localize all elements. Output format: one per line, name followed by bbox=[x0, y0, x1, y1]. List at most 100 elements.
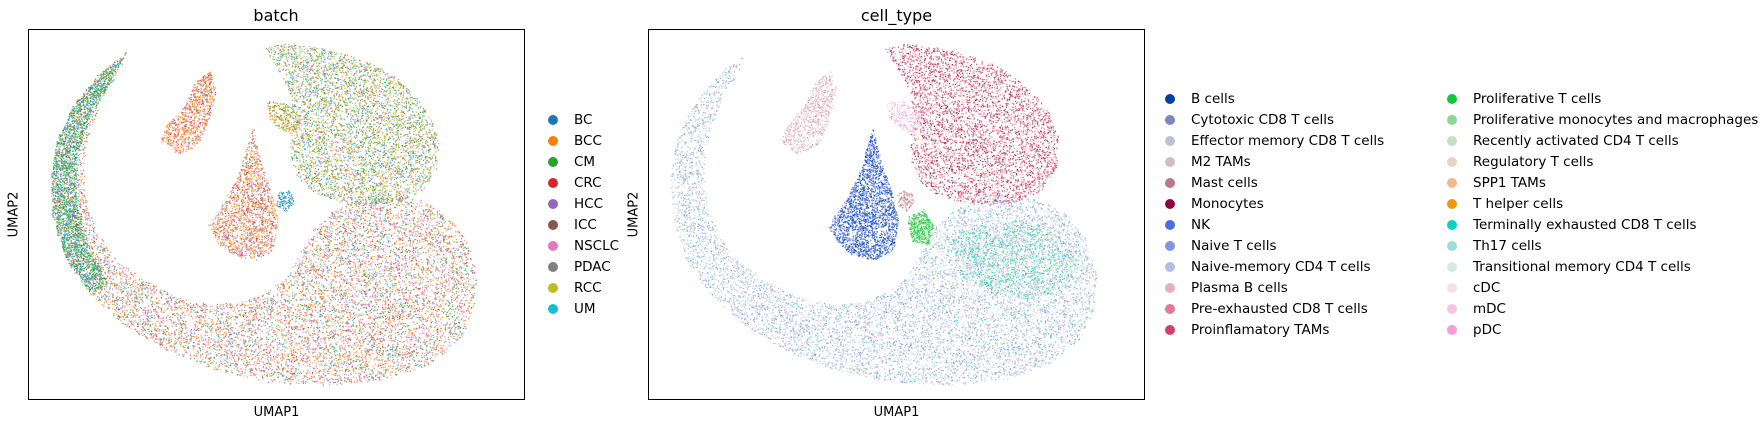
x-axis-label: UMAP1 bbox=[648, 405, 1145, 420]
legend-item-recently-activated-cd4-t-cells: Recently activated CD4 T cells bbox=[1447, 132, 1679, 150]
scatter-series-naive-memory-cd4-t-cells bbox=[671, 58, 1097, 386]
legend-marker bbox=[548, 262, 558, 272]
legend-item-cytotoxic-cd8-t-cells: Cytotoxic CD8 T cells bbox=[1165, 111, 1334, 129]
plot-area bbox=[648, 29, 1145, 400]
legend-marker bbox=[1447, 283, 1457, 293]
legend-label: ICC bbox=[574, 217, 597, 233]
legend-label: PDAC bbox=[574, 259, 611, 275]
legend-item-pdac: PDAC bbox=[548, 258, 611, 276]
legend-label: Transitional memory CD4 T cells bbox=[1473, 259, 1691, 275]
legend-item-nsclc: NSCLC bbox=[548, 237, 619, 255]
legend-item-b-cells: B cells bbox=[1165, 90, 1235, 108]
legend-marker bbox=[1447, 136, 1457, 146]
legend-marker bbox=[1165, 241, 1175, 251]
legend-label: SPP1 TAMs bbox=[1473, 175, 1546, 191]
legend-label: BC bbox=[574, 112, 592, 128]
legend-label: pDC bbox=[1473, 322, 1501, 338]
legend-item-rcc: RCC bbox=[548, 279, 602, 297]
legend-label: Mast cells bbox=[1191, 175, 1258, 191]
scatter-series-mdc bbox=[886, 101, 922, 135]
legend-item-mast-cells: Mast cells bbox=[1165, 174, 1258, 192]
scatter-series-pdc bbox=[888, 101, 919, 133]
plot-area bbox=[28, 29, 525, 400]
scatter-series-nsclc bbox=[52, 45, 478, 386]
legend-label: NSCLC bbox=[574, 238, 619, 254]
legend-item-transitional-memory-cd4-t-cells: Transitional memory CD4 T cells bbox=[1447, 258, 1691, 276]
scatter-series-rcc bbox=[52, 45, 439, 294]
legend-label: Proinflamatory TAMs bbox=[1191, 322, 1329, 338]
legend-marker bbox=[548, 241, 558, 251]
legend-marker bbox=[1165, 94, 1175, 104]
legend-label: RCC bbox=[574, 280, 602, 296]
legend-label: NK bbox=[1191, 217, 1210, 233]
legend-item-naive-memory-cd4-t-cells: Naive-memory CD4 T cells bbox=[1165, 258, 1371, 276]
legend-label: mDC bbox=[1473, 301, 1506, 317]
legend-label: Naive-memory CD4 T cells bbox=[1191, 259, 1371, 275]
legend-marker bbox=[1447, 178, 1457, 188]
legend-marker bbox=[1165, 115, 1175, 125]
legend-marker bbox=[1165, 220, 1175, 230]
legend-item-nk: NK bbox=[1165, 216, 1210, 234]
legend-item-th17-cells: Th17 cells bbox=[1447, 237, 1542, 255]
legend-marker bbox=[548, 157, 558, 167]
legend-marker bbox=[1165, 136, 1175, 146]
scatter-series-th17-cells bbox=[671, 72, 1094, 384]
legend-label: CRC bbox=[574, 175, 602, 191]
legend-label: T helper cells bbox=[1473, 196, 1563, 212]
legend-marker bbox=[1165, 325, 1175, 335]
legend-label: BCC bbox=[574, 133, 602, 149]
legend-item-monocytes: Monocytes bbox=[1165, 195, 1264, 213]
legend-label: Cytotoxic CD8 T cells bbox=[1191, 112, 1334, 128]
legend-item-mdc: mDC bbox=[1447, 300, 1506, 318]
scatter-series-proinflamatory-tams bbox=[885, 45, 1059, 206]
legend-marker bbox=[548, 283, 558, 293]
legend-marker bbox=[1165, 199, 1175, 209]
legend-item-hcc: HCC bbox=[548, 195, 603, 213]
legend-item-t-helper-cells: T helper cells bbox=[1447, 195, 1563, 213]
legend-item-spp1-tams: SPP1 TAMs bbox=[1447, 174, 1546, 192]
legend-item-proliferative-t-cells: Proliferative T cells bbox=[1447, 90, 1601, 108]
legend-item-bc: BC bbox=[548, 111, 592, 129]
legend-label: Plasma B cells bbox=[1191, 280, 1288, 296]
legend-marker bbox=[1447, 325, 1457, 335]
scatter-series-cytotoxic-cd8-t-cells bbox=[672, 57, 1098, 385]
legend-label: Regulatory T cells bbox=[1473, 154, 1593, 170]
legend-label: M2 TAMs bbox=[1191, 154, 1251, 170]
legend-item-proliferative-monocytes-and-macrophages: Proliferative monocytes and macrophages bbox=[1447, 111, 1758, 129]
scatter-series-bcc bbox=[50, 44, 477, 385]
legend-item-naive-t-cells: Naive T cells bbox=[1165, 237, 1277, 255]
legend-label: Terminally exhausted CD8 T cells bbox=[1473, 217, 1697, 233]
legend-label: Proliferative T cells bbox=[1473, 91, 1601, 107]
legend-marker bbox=[1165, 262, 1175, 272]
legend-marker bbox=[1165, 304, 1175, 314]
legend-marker bbox=[548, 136, 558, 146]
legend-label: Naive T cells bbox=[1191, 238, 1277, 254]
y-axis-label: UMAP2 bbox=[627, 185, 642, 245]
legend-marker bbox=[1447, 241, 1457, 251]
legend-item-um: UM bbox=[548, 300, 596, 318]
legend-label: CM bbox=[574, 154, 595, 170]
legend-item-m2-tams: M2 TAMs bbox=[1165, 153, 1251, 171]
legend-item-terminally-exhausted-cd8-t-cells: Terminally exhausted CD8 T cells bbox=[1447, 216, 1697, 234]
scatter-series-plasma-b-cells bbox=[782, 46, 1058, 212]
legend-item-pdc: pDC bbox=[1447, 321, 1501, 339]
legend-marker bbox=[1447, 304, 1457, 314]
umap-scatter-cell-type bbox=[670, 44, 1098, 386]
legend-marker bbox=[548, 199, 558, 209]
scatter-series-terminally-exhausted-cd8-t-cells bbox=[671, 71, 1094, 384]
legend-marker bbox=[548, 220, 558, 230]
legend-item-bcc: BCC bbox=[548, 132, 602, 150]
legend-label: HCC bbox=[574, 196, 603, 212]
legend-marker bbox=[548, 178, 558, 188]
panel-title: batch bbox=[28, 6, 524, 25]
legend-marker bbox=[1447, 262, 1457, 272]
scatter-series-hcc bbox=[51, 63, 476, 384]
legend-item-effector-memory-cd8-t-cells: Effector memory CD8 T cells bbox=[1165, 132, 1384, 150]
legend-item-pre-exhausted-cd8-t-cells: Pre-exhausted CD8 T cells bbox=[1165, 300, 1368, 318]
legend-item-cdc: cDC bbox=[1447, 279, 1500, 297]
umap-scatter-batch bbox=[50, 43, 478, 387]
legend-marker bbox=[1447, 157, 1457, 167]
legend-marker bbox=[548, 115, 558, 125]
legend-label: Effector memory CD8 T cells bbox=[1191, 133, 1384, 149]
scatter-series-transitional-memory-cd4-t-cells bbox=[670, 64, 1093, 386]
